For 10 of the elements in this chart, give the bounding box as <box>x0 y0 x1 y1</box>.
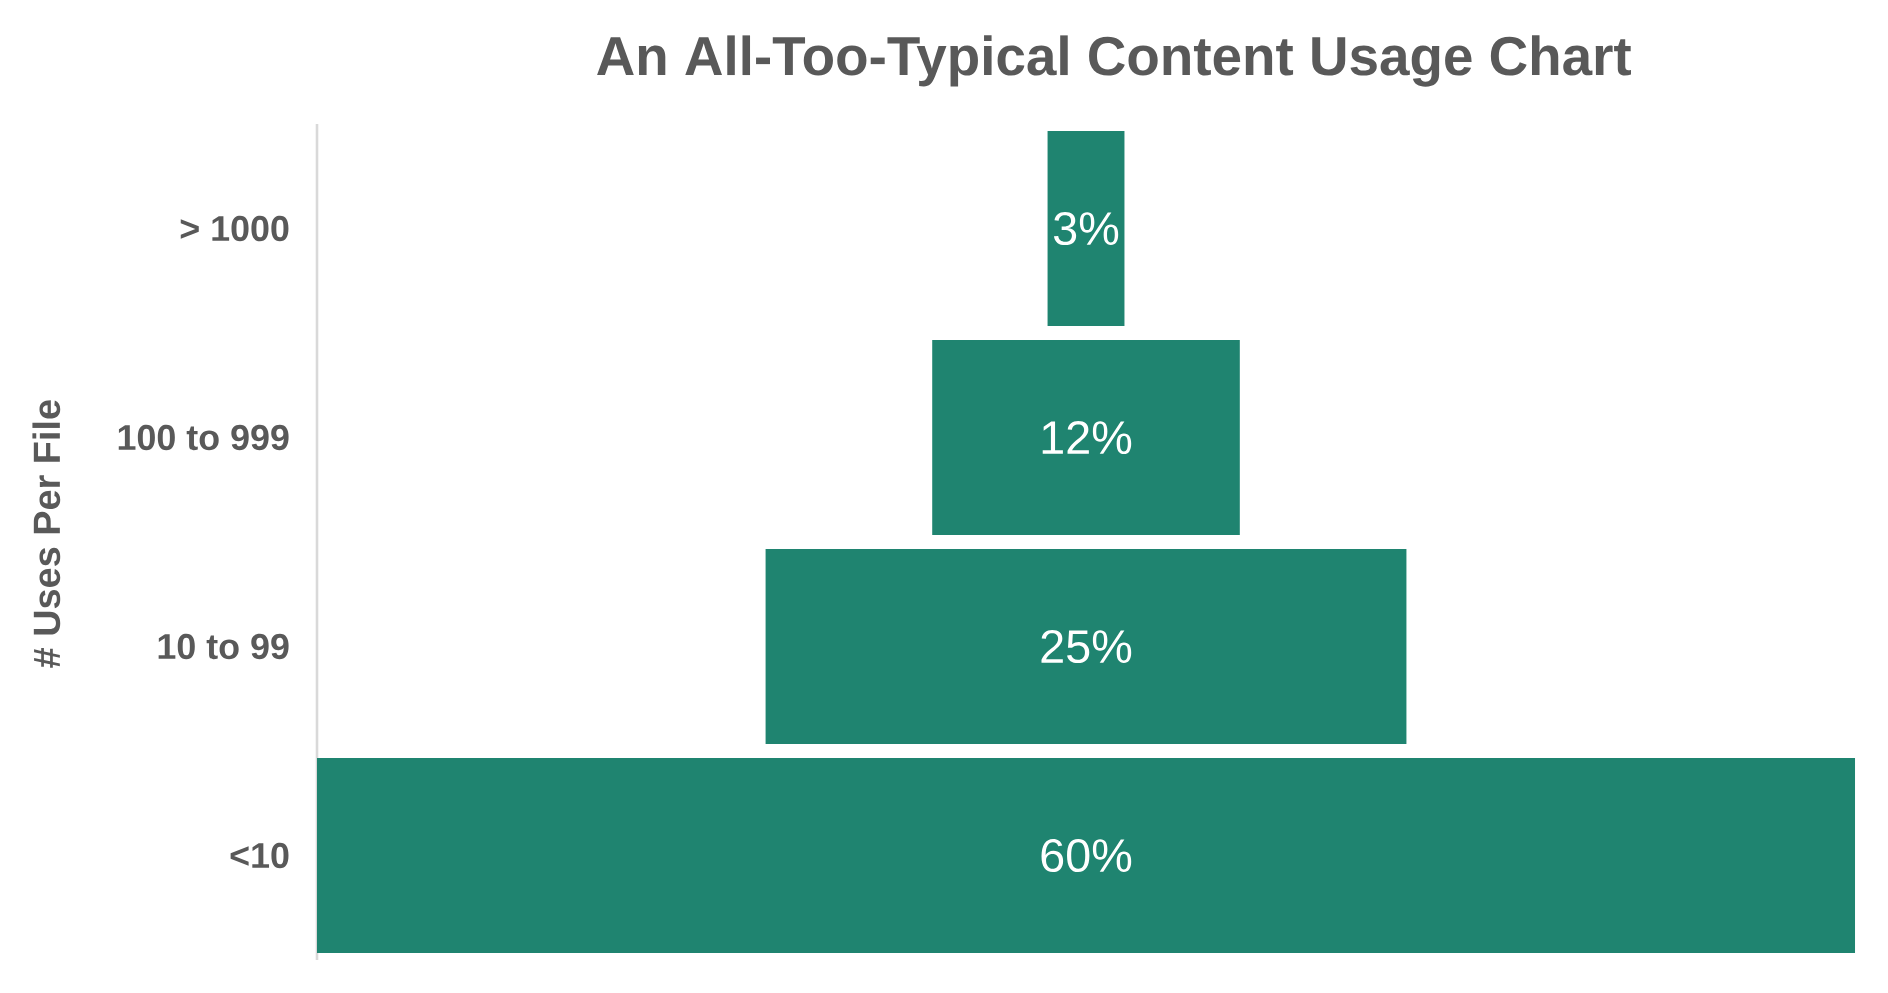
data-label: 3% <box>1053 211 1119 246</box>
text: # Uses Per File <box>32 400 61 668</box>
data-label: 25% <box>1041 629 1132 664</box>
category-label: <10 <box>230 842 289 869</box>
data-label: 60% <box>1041 838 1132 873</box>
category-label: 100 to 999 <box>118 424 289 451</box>
category-label: > 1000 <box>180 215 289 242</box>
category-label: 10 to 99 <box>158 633 289 660</box>
data-label: 12% <box>1042 421 1132 454</box>
text: An All-Too-Typical Content Usage Chart <box>597 35 1631 87</box>
